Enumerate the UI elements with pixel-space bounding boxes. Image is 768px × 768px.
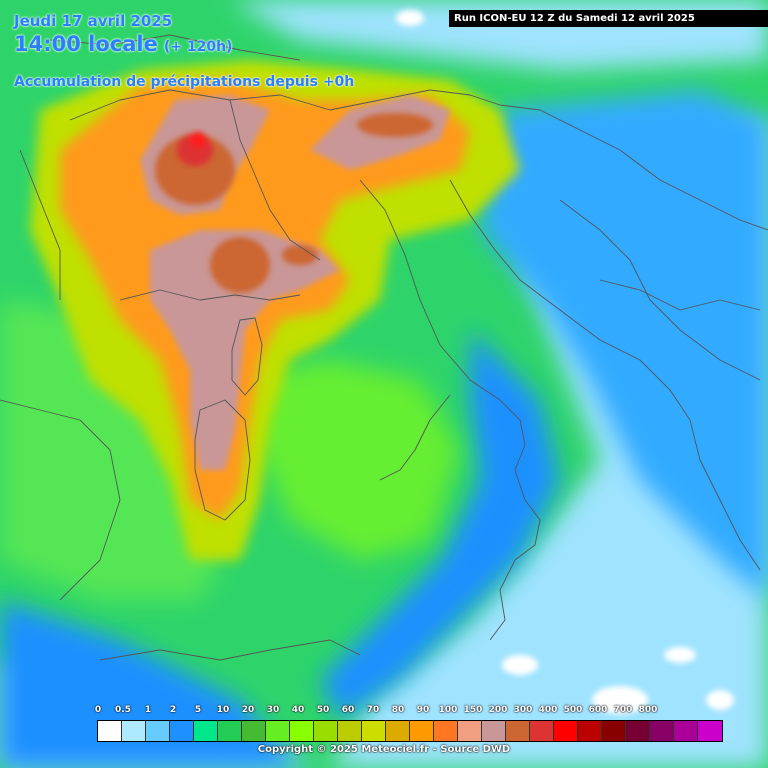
forecast-time-value: 14:00 locale — [14, 32, 158, 56]
border-france-italy — [229, 99, 321, 261]
legend-swatch — [626, 721, 650, 741]
legend-swatch — [434, 721, 458, 741]
run-info-box: Run ICON-EU 12 Z du Samedi 12 avril 2025 — [449, 10, 768, 27]
legend-label: 800 — [638, 705, 658, 715]
precip-zone-mauve-south — [150, 230, 340, 470]
legend-label: 90 — [416, 705, 430, 715]
dry-area-3 — [592, 686, 648, 714]
precip-zone-blue-coast — [320, 330, 560, 720]
coastline-france-south — [119, 289, 301, 301]
precip-zone-green-west — [0, 300, 240, 600]
legend-label: 500 — [563, 705, 583, 715]
legend-label: 5 — [194, 705, 202, 715]
legend-swatch — [290, 721, 314, 741]
legend-swatch — [266, 721, 290, 741]
border-spain — [0, 399, 121, 601]
copyright-notice: Copyright © 2025 Meteociel.fr - Source D… — [257, 744, 511, 755]
legend-label: 400 — [538, 705, 558, 715]
precip-zone-blue-east — [480, 90, 768, 600]
legend-swatch — [338, 721, 362, 741]
forecast-offset: (+ 120h) — [163, 39, 233, 55]
border-balkans-2 — [559, 199, 761, 381]
legend-swatch — [314, 721, 338, 741]
legend-swatch — [194, 721, 218, 741]
legend-label: 50 — [316, 705, 330, 715]
legend-label: 80 — [391, 705, 405, 715]
border-balkans-1 — [499, 104, 768, 231]
border-alps — [69, 89, 501, 121]
dry-area-1 — [396, 10, 424, 26]
legend-swatch — [506, 721, 530, 741]
legend-swatch — [170, 721, 194, 741]
legend-swatch — [698, 721, 722, 741]
legend-swatch — [218, 721, 242, 741]
legend-swatch — [98, 721, 122, 741]
dry-area-2 — [502, 655, 538, 675]
precip-zone-brown-2 — [357, 113, 433, 137]
legend-label: 60 — [341, 705, 355, 715]
legend-swatch — [482, 721, 506, 741]
legend-swatch — [602, 721, 626, 741]
legend-swatch — [650, 721, 674, 741]
precip-zone-green-center — [230, 360, 460, 560]
legend-swatch — [674, 721, 698, 741]
precip-zone-brown-1 — [155, 135, 235, 205]
map-subtitle: Accumulation de précipitations depuis +0… — [14, 74, 355, 90]
dry-area-5 — [706, 690, 734, 710]
precip-zone-brown-4 — [282, 245, 318, 265]
legend-swatch — [554, 721, 578, 741]
legend-labels: 0 0.5 1 2 5 10 20 30 40 50 60 70 80 90 100 150 200 300 400… — [95, 705, 673, 719]
forecast-date: Jeudi 17 avril 2025 — [14, 12, 173, 30]
legend-label: 100 — [438, 705, 458, 715]
coastline-italy — [359, 179, 541, 641]
legend-label: 1 — [144, 705, 152, 715]
legend-label: 10 — [216, 705, 230, 715]
coastline-adriatic-east — [449, 179, 761, 571]
legend-swatch — [362, 721, 386, 741]
legend-swatches — [97, 720, 723, 742]
dry-area-4 — [664, 647, 696, 663]
legend-swatch — [122, 721, 146, 741]
legend-label: 150 — [463, 705, 483, 715]
legend-swatch — [410, 721, 434, 741]
border-germany — [49, 34, 301, 61]
legend-label: 200 — [488, 705, 508, 715]
legend-label: 700 — [613, 705, 633, 715]
legend-swatch — [386, 721, 410, 741]
legend-swatch — [458, 721, 482, 741]
precip-zone-red-max-core — [190, 132, 206, 148]
coastline-sardinia — [194, 399, 251, 521]
legend-swatch — [146, 721, 170, 741]
coastline-corsica — [231, 317, 263, 396]
legend-label: 20 — [241, 705, 255, 715]
legend-swatch — [578, 721, 602, 741]
coastline-africa — [99, 639, 361, 661]
legend-label: 0.5 — [115, 705, 131, 715]
legend-label: 2 — [169, 705, 177, 715]
legend-label: 300 — [513, 705, 533, 715]
legend-swatch — [530, 721, 554, 741]
legend-label: 0 — [94, 705, 102, 715]
legend-label: 40 — [291, 705, 305, 715]
forecast-time: 14:00 locale (+ 120h) — [14, 32, 232, 56]
border-balkans-3 — [599, 279, 761, 311]
legend-label: 30 — [266, 705, 280, 715]
color-legend: 0 0.5 1 2 5 10 20 30 40 50 60 70 80 90 100 150 200 300 400… — [95, 705, 723, 742]
legend-label: 600 — [588, 705, 608, 715]
precip-zone-brown-3 — [210, 237, 270, 293]
border-west — [19, 149, 61, 300]
legend-swatch — [242, 721, 266, 741]
legend-label: 70 — [366, 705, 380, 715]
